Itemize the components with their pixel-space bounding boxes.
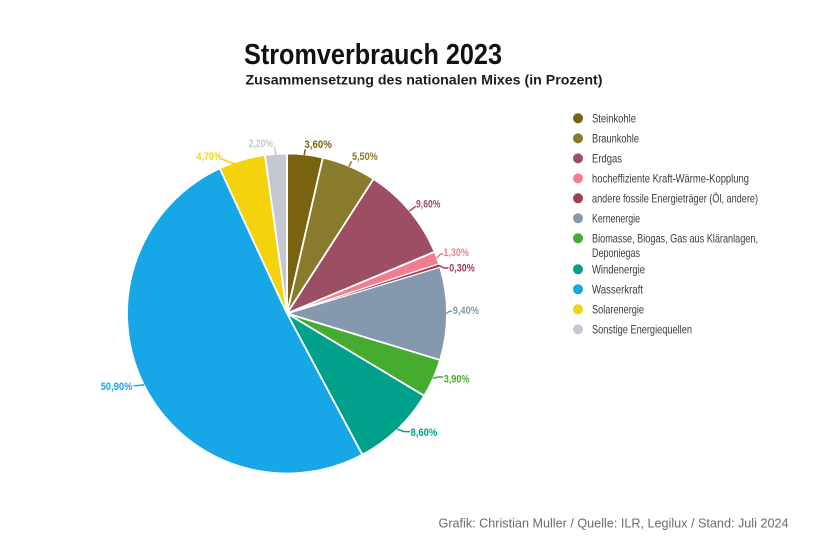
svg-text:2,20%: 2,20% [249, 138, 273, 150]
svg-text:Wasserkraft: Wasserkraft [592, 283, 644, 297]
svg-text:hocheffiziente Kraft-Wärme-Kop: hocheffiziente Kraft-Wärme-Kopplung [592, 172, 749, 186]
svg-text:9,60%: 9,60% [416, 199, 441, 211]
svg-text:Biomasse, Biogas, Gas aus Klär: Biomasse, Biogas, Gas aus Kläranlagen, [592, 232, 758, 246]
svg-text:Braunkohle: Braunkohle [592, 132, 639, 146]
svg-text:Zusammensetzung des nationalen: Zusammensetzung des nationalen Mixes (in… [246, 72, 603, 88]
svg-text:Stromverbrauch 2023: Stromverbrauch 2023 [244, 39, 502, 71]
svg-text:Solarenergie: Solarenergie [592, 303, 644, 317]
svg-text:8,60%: 8,60% [411, 427, 438, 439]
svg-text:Windenergie: Windenergie [592, 263, 645, 277]
svg-text:Erdgas: Erdgas [592, 152, 622, 166]
svg-text:3,90%: 3,90% [444, 374, 470, 386]
svg-text:3,60%: 3,60% [304, 139, 332, 151]
svg-text:50,90%: 50,90% [101, 381, 133, 393]
svg-text:9,40%: 9,40% [453, 305, 479, 317]
svg-text:Steinkohle: Steinkohle [592, 112, 636, 126]
svg-text:Deponiegas: Deponiegas [592, 246, 640, 260]
svg-text:Sonstige Energiequellen: Sonstige Energiequellen [592, 323, 692, 337]
svg-text:4,70%: 4,70% [197, 151, 223, 163]
svg-text:5,50%: 5,50% [352, 151, 378, 163]
svg-text:Grafik: Christian Muller / Que: Grafik: Christian Muller / Quelle: ILR, … [439, 517, 789, 531]
svg-text:0,30%: 0,30% [449, 262, 475, 274]
svg-text:andere fossile Energieträger (: andere fossile Energieträger (Öl, andere… [592, 192, 758, 206]
svg-text:1,30%: 1,30% [443, 247, 469, 259]
svg-text:Kernenergie: Kernenergie [592, 212, 640, 226]
